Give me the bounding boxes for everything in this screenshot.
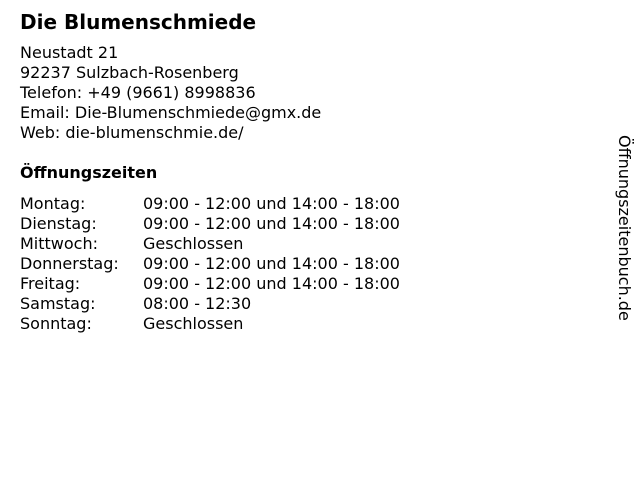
hours-row: Samstag: 08:00 - 12:30 bbox=[20, 294, 400, 314]
day-label: Sonntag: bbox=[20, 314, 92, 333]
website: Web: die-blumenschmie.de/ bbox=[20, 123, 244, 142]
day-label: Montag: bbox=[20, 194, 86, 213]
opening-hours-table: Montag: 09:00 - 12:00 und 14:00 - 18:00 D… bbox=[20, 194, 400, 334]
address-city: 92237 Sulzbach-Rosenberg bbox=[20, 63, 239, 82]
time-value: Geschlossen bbox=[143, 314, 244, 333]
phone: Telefon: +49 (9661) 8998836 bbox=[20, 83, 256, 102]
hours-row: Dienstag: 09:00 - 12:00 und 14:00 - 18:00 bbox=[20, 214, 400, 234]
time-value: 09:00 - 12:00 und 14:00 - 18:00 bbox=[143, 214, 400, 233]
time-value: Geschlossen bbox=[143, 234, 244, 253]
address-street: Neustadt 21 bbox=[20, 43, 119, 62]
time-value: 09:00 - 12:00 und 14:00 - 18:00 bbox=[143, 194, 400, 213]
day-label: Donnerstag: bbox=[20, 254, 119, 273]
hours-row: Mittwoch: Geschlossen bbox=[20, 234, 400, 254]
day-label: Mittwoch: bbox=[20, 234, 98, 253]
day-label: Dienstag: bbox=[20, 214, 97, 233]
opening-hours-title: Öffnungszeiten bbox=[20, 163, 158, 182]
business-name: Die Blumenschmiede bbox=[20, 10, 257, 34]
time-value: 09:00 - 12:00 und 14:00 - 18:00 bbox=[143, 254, 400, 273]
time-value: 08:00 - 12:30 bbox=[143, 294, 252, 313]
site-watermark-label: Öffnungszeitenbuch.de bbox=[615, 135, 634, 321]
contact-info: Neustadt 21 92237 Sulzbach-Rosenberg Tel… bbox=[20, 43, 321, 143]
hours-row: Montag: 09:00 - 12:00 und 14:00 - 18:00 bbox=[20, 194, 400, 214]
hours-row: Sonntag: Geschlossen bbox=[20, 314, 400, 334]
time-value: 09:00 - 12:00 und 14:00 - 18:00 bbox=[143, 274, 400, 293]
email: Email: Die-Blumenschmiede@gmx.de bbox=[20, 103, 322, 122]
hours-row: Freitag: 09:00 - 12:00 und 14:00 - 18:00 bbox=[20, 274, 400, 294]
hours-row: Donnerstag: 09:00 - 12:00 und 14:00 - 18:… bbox=[20, 254, 400, 274]
day-label: Samstag: bbox=[20, 294, 96, 313]
day-label: Freitag: bbox=[20, 274, 81, 293]
